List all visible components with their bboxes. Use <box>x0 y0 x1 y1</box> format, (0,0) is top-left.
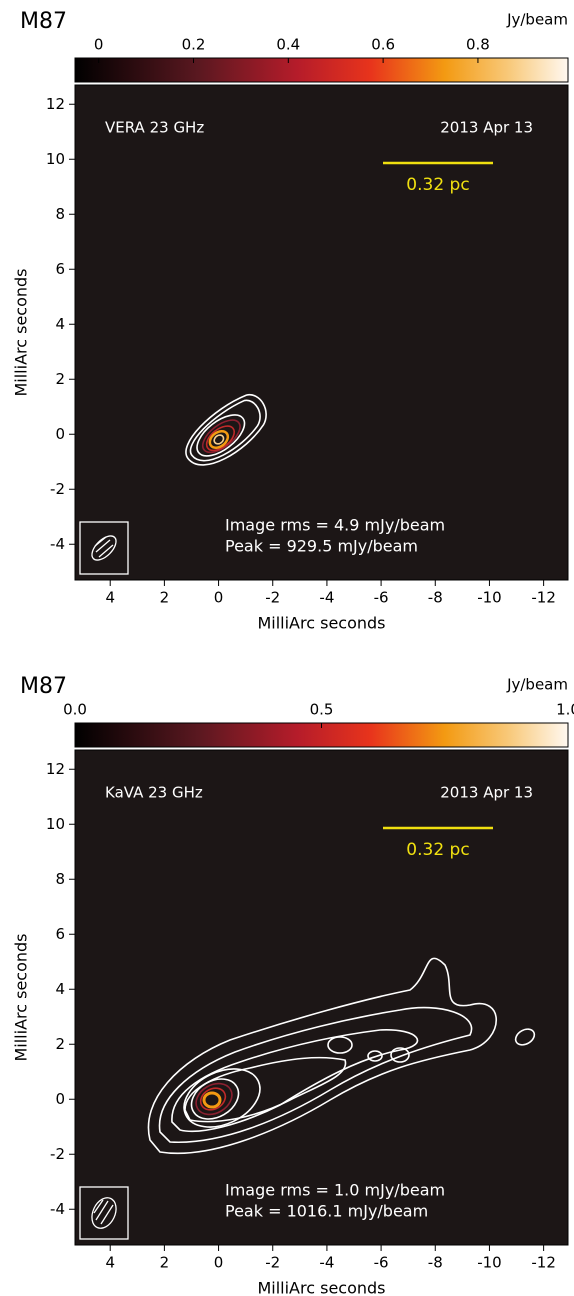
colorbar-label: Jy/beam <box>506 676 568 694</box>
y-tick-label: -2 <box>50 1145 65 1163</box>
y-tick-label: 12 <box>46 760 65 778</box>
x-tick-label: -2 <box>265 1254 280 1272</box>
x-tick-label: -6 <box>374 1254 389 1272</box>
x-tick-label: -6 <box>374 589 389 607</box>
colorbar-tick-label: 1.0 <box>556 701 574 719</box>
y-tick-label: 4 <box>55 980 65 998</box>
x-tick-label: -12 <box>531 1254 556 1272</box>
colorbar-tick-label: 0 <box>94 36 104 54</box>
x-axis-label: MilliArc seconds <box>257 614 385 633</box>
y-tick-label: 2 <box>55 370 65 388</box>
title: M87 <box>20 9 67 34</box>
title: M87 <box>20 674 67 699</box>
y-tick-label: 8 <box>55 205 65 223</box>
y-tick-label: 8 <box>55 870 65 888</box>
x-tick-label: 0 <box>214 589 224 607</box>
date-label: 2013 Apr 13 <box>440 784 533 802</box>
x-tick-label: -12 <box>531 589 556 607</box>
figure: M87 Jy/beam 0 0.2 0.4 0.6 0.8 4 2 0 -2 -4 -6 -8 -10 -12… <box>0 0 574 1296</box>
colorbar-tick-label: 0.5 <box>310 701 334 719</box>
telescope-label: VERA 23 GHz <box>105 119 204 137</box>
y-tick-label: 12 <box>46 95 65 113</box>
x-tick-label: 4 <box>105 589 115 607</box>
colorbar-label: Jy/beam <box>506 11 568 29</box>
x-tick-label: -2 <box>265 589 280 607</box>
x-tick-label: 2 <box>160 589 170 607</box>
y-tick-label: 10 <box>46 150 65 168</box>
x-tick-label: -10 <box>477 1254 502 1272</box>
x-tick-label: -10 <box>477 589 502 607</box>
x-tick-label: 0 <box>214 1254 224 1272</box>
y-tick-label: 6 <box>55 925 65 943</box>
annotation: Peak = 929.5 mJy/beam <box>225 537 418 556</box>
y-tick-label: 6 <box>55 260 65 278</box>
y-tick-label: 4 <box>55 315 65 333</box>
colorbar-tick-label: 0.4 <box>276 36 300 54</box>
colorbar-tick-label: 0.8 <box>466 36 490 54</box>
date-label: 2013 Apr 13 <box>440 119 533 137</box>
x-tick-label: -8 <box>428 1254 443 1272</box>
annotation: Peak = 1016.1 mJy/beam <box>225 1202 428 1221</box>
y-tick-label: 10 <box>46 815 65 833</box>
y-tick-label: -4 <box>50 1200 65 1218</box>
y-tick-label: 0 <box>55 425 65 443</box>
annotation: Image rms = 1.0 mJy/beam <box>225 1181 445 1200</box>
colorbar-tick-label: 0.6 <box>371 36 395 54</box>
scale-label: 0.32 pc <box>406 840 469 860</box>
y-tick-label: -2 <box>50 480 65 498</box>
y-tick-label: 2 <box>55 1035 65 1053</box>
y-axis-label: MilliArc seconds <box>12 933 31 1061</box>
colorbar <box>75 58 568 82</box>
colorbar-tick-label: 0.2 <box>182 36 206 54</box>
x-tick-label: -4 <box>319 589 334 607</box>
y-tick-label: 0 <box>55 1090 65 1108</box>
x-axis-label: MilliArc seconds <box>257 1279 385 1296</box>
x-tick-label: -4 <box>319 1254 334 1272</box>
x-tick-label: -8 <box>428 589 443 607</box>
y-tick-label: -4 <box>50 535 65 553</box>
y-axis-label: MilliArc seconds <box>12 268 31 396</box>
x-tick-label: 2 <box>160 1254 170 1272</box>
image-background <box>75 750 568 1245</box>
image-background <box>75 85 568 580</box>
x-tick-label: 4 <box>105 1254 115 1272</box>
annotation: Image rms = 4.9 mJy/beam <box>225 516 445 535</box>
scale-label: 0.32 pc <box>406 175 469 195</box>
telescope-label: KaVA 23 GHz <box>105 784 203 802</box>
colorbar-tick-label: 0.0 <box>63 701 87 719</box>
